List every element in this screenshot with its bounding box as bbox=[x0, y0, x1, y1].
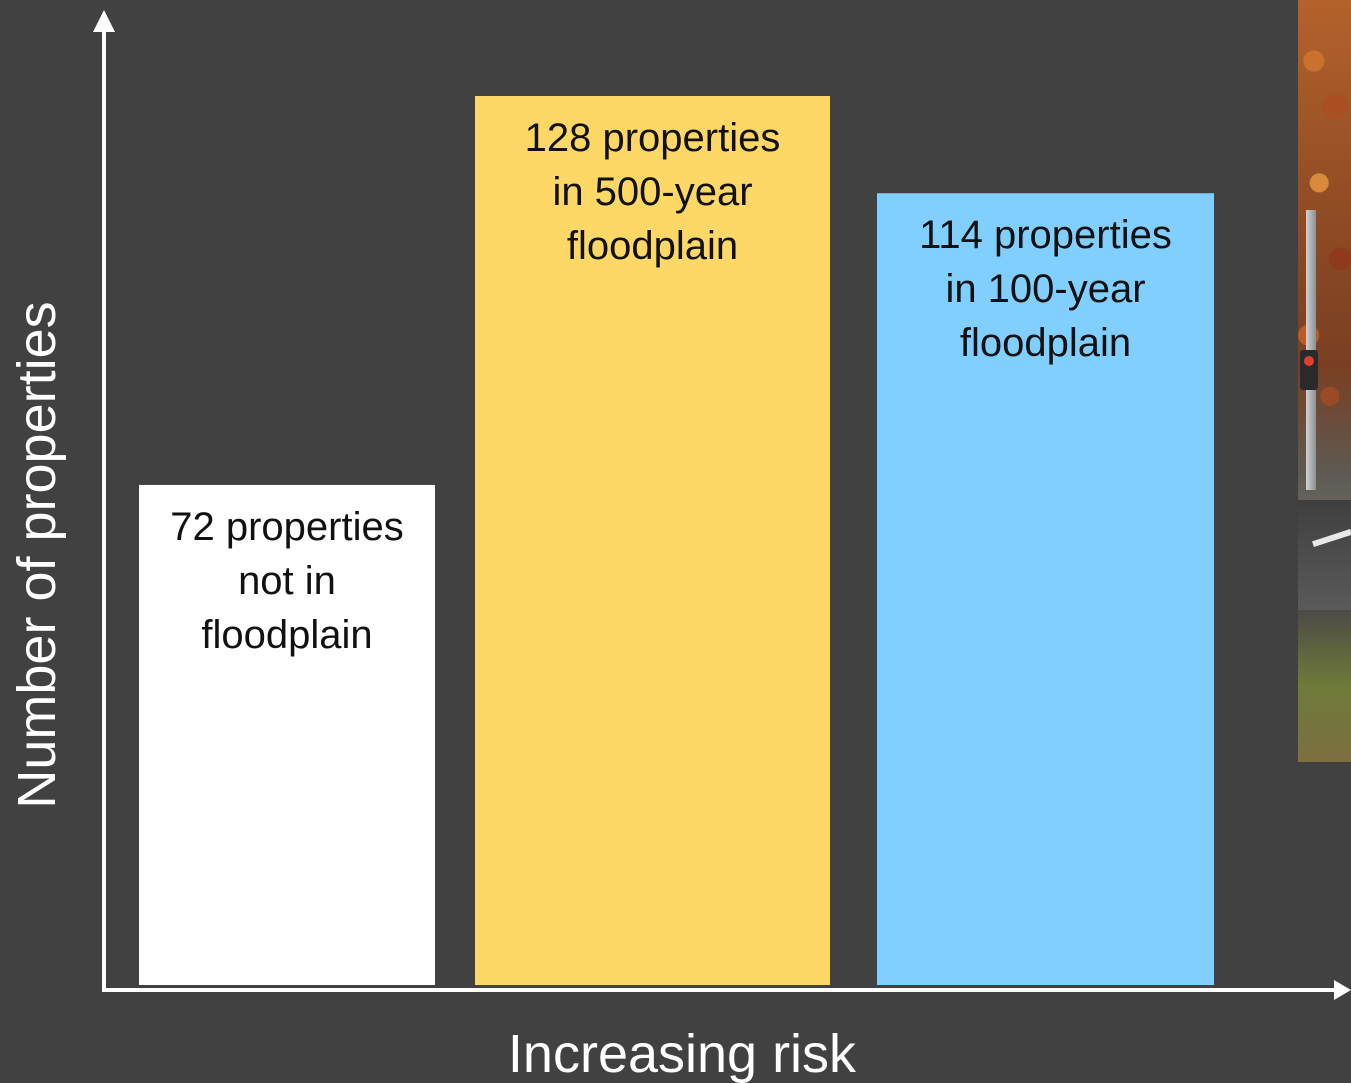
bar-label-line: in 500-year bbox=[552, 170, 752, 214]
street-photo-fragment bbox=[1298, 0, 1351, 762]
bar-label-line: 72 properties bbox=[170, 505, 403, 549]
bars-group bbox=[139, 96, 1214, 985]
bar-label-line: 114 properties bbox=[919, 213, 1172, 257]
bar-label-3: 114 properties in 100-year floodplain bbox=[919, 213, 1172, 365]
bar-label-2: 128 properties in 500-year floodplain bbox=[525, 116, 781, 268]
y-axis-title: Number of properties bbox=[7, 301, 67, 808]
bar-2 bbox=[475, 96, 830, 985]
traffic-signal-icon bbox=[1300, 350, 1318, 390]
bar-1 bbox=[139, 484, 435, 985]
bar-label-line: floodplain bbox=[567, 224, 738, 268]
x-axis-arrow-icon bbox=[1334, 980, 1351, 1000]
road-surface bbox=[1298, 500, 1351, 610]
bar-label-line: floodplain bbox=[960, 321, 1131, 365]
y-axis-arrow-icon bbox=[93, 10, 115, 32]
bar-label-line: floodplain bbox=[201, 613, 372, 657]
bar-3 bbox=[877, 193, 1214, 985]
bar-label-line: 128 properties bbox=[525, 116, 781, 160]
bar-label-line: in 100-year bbox=[945, 267, 1145, 311]
bar-label-1: 72 properties not in floodplain bbox=[170, 505, 403, 657]
x-axis-title: Increasing risk bbox=[508, 1024, 857, 1083]
axes-group bbox=[93, 10, 1351, 1000]
bar-label-line: not in bbox=[238, 559, 336, 603]
